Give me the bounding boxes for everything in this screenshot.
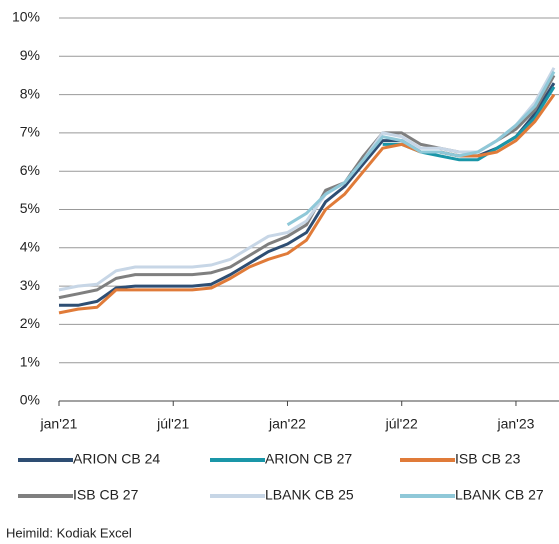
x-tick-label: jan'22 [268,416,306,432]
x-tick-label: júl'21 [156,416,189,432]
y-tick-label: 1% [20,353,40,369]
x-tick-label: júl'22 [385,416,418,432]
y-tick-label: 9% [20,47,40,63]
y-tick-label: 8% [20,85,40,101]
y-tick-label: 6% [20,162,40,178]
series-line [382,86,556,162]
x-tick-label: jan'23 [496,416,534,432]
series-line [58,74,556,300]
series-line [58,93,556,315]
y-tick-label: 2% [20,315,40,331]
legend-label: ARION CB 24 [73,451,160,467]
legend-label: ISB CB 27 [73,487,139,503]
y-tick-label: 4% [20,239,40,255]
y-tick-label: 0% [20,392,40,408]
source-note: Heimild: Kodiak Excel [6,525,132,540]
y-tick-label: 10% [12,9,40,25]
legend-label: LBANK CB 27 [455,487,544,503]
x-tick-label: jan'21 [40,416,78,432]
legend-label: LBANK CB 25 [265,487,354,503]
y-tick-label: 7% [20,124,40,140]
series-line [286,70,556,227]
legend-label: ISB CB 23 [455,451,521,467]
series-line [59,82,556,307]
y-tick-label: 3% [20,277,40,293]
legend-label: ARION CB 27 [265,451,352,467]
y-tick-label: 5% [20,200,40,216]
series-line [58,67,556,292]
